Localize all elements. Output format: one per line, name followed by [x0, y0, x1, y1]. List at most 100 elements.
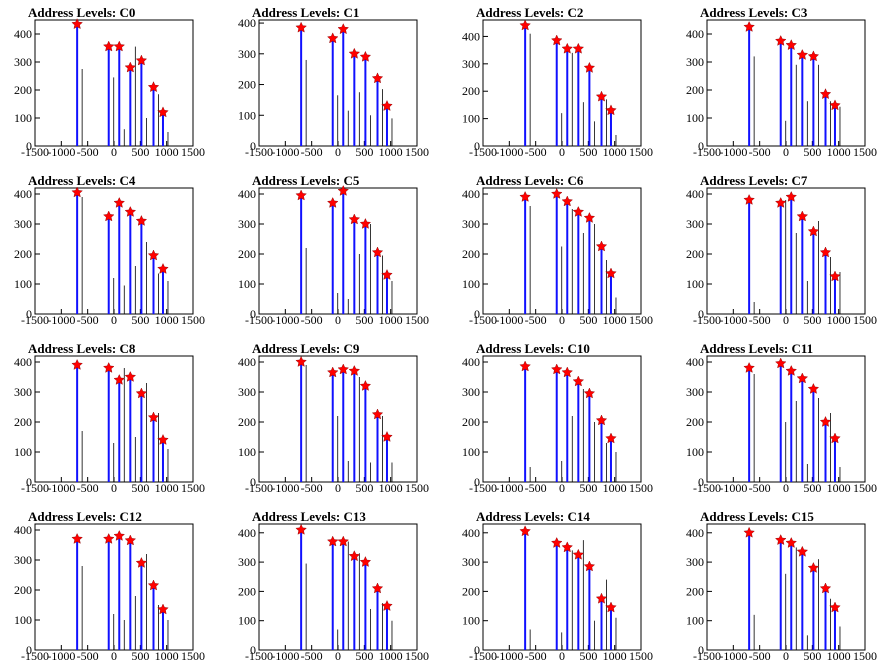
chart-title: Address Levels: C12 — [28, 509, 142, 524]
x-tick-label: 500 — [131, 649, 149, 663]
x-tick-label: 1500 — [181, 313, 205, 327]
peak-marker — [381, 100, 393, 111]
peak-marker — [743, 526, 755, 538]
y-tick-label: 0 — [26, 139, 32, 153]
peak-marker — [337, 23, 349, 35]
y-tick-label: 100 — [238, 445, 256, 459]
x-tick-label: 500 — [579, 481, 597, 495]
peak-marker — [775, 357, 787, 369]
peak-marker — [135, 215, 148, 226]
y-tick-label: 100 — [686, 614, 704, 628]
peak-marker — [785, 191, 797, 202]
y-tick-label: 300 — [238, 217, 256, 231]
peak-marker — [743, 194, 755, 205]
peak-marker — [113, 374, 125, 385]
y-tick-label: 100 — [14, 277, 32, 291]
peak-marker — [807, 225, 820, 237]
x-tick-label: -500 — [525, 481, 547, 495]
plot-frame — [482, 523, 642, 651]
chart-svg: Address Levels: C2 0 100 200 300 400 -1500-100… — [462, 5, 653, 159]
chart-svg: Address Levels: C5 0 100 200 300 400 -1500-100… — [238, 173, 429, 327]
chart-svg: Address Levels: C12 0 100 200 300 400 -1500-10… — [14, 509, 205, 663]
y-tick-label: 200 — [686, 247, 704, 261]
y-tick-label: 100 — [14, 445, 32, 459]
x-tick-label: 500 — [131, 313, 149, 327]
y-tick-label: 100 — [686, 445, 704, 459]
y-tick-label: 400 — [462, 187, 480, 201]
y-tick-label: 200 — [238, 78, 256, 92]
peak-marker — [157, 603, 169, 615]
x-tick-label: -500 — [301, 649, 323, 663]
y-tick-label: 400 — [462, 526, 480, 540]
x-tick-label: 1500 — [629, 313, 653, 327]
x-tick-label: 1500 — [853, 313, 877, 327]
x-tick-label: -1000 — [719, 313, 747, 327]
peak-marker — [157, 434, 169, 445]
x-tick-label: -1000 — [271, 649, 299, 663]
x-tick-label: -1000 — [495, 481, 523, 495]
y-tick-label: 300 — [14, 385, 32, 399]
x-tick-label: 1000 — [827, 145, 851, 159]
peak-marker — [337, 535, 349, 547]
peak-marker — [381, 431, 393, 442]
x-tick-label: 1500 — [853, 481, 877, 495]
y-tick-label: 400 — [686, 187, 704, 201]
chart-svg: Address Levels: C15 0 100 200 300 400 -1500-10… — [686, 509, 877, 663]
peak-marker — [796, 49, 809, 60]
peak-marker — [796, 210, 809, 222]
y-tick-label: 300 — [462, 385, 480, 399]
x-tick-label: 500 — [803, 145, 821, 159]
chart-svg: Address Levels: C3 0 100 200 300 400 -1500-100… — [686, 5, 877, 159]
peak-marker — [551, 363, 563, 375]
peak-marker — [583, 61, 596, 73]
chart-panel: Address Levels: C13 0 100 200 300 400 -1500 -10… — [224, 504, 448, 672]
y-tick-label: 200 — [14, 83, 32, 97]
peak-marker — [124, 534, 137, 546]
x-tick-label: -1000 — [719, 481, 747, 495]
chart-svg: Address Levels: C8 0 100 200 300 400 -1500-100… — [14, 341, 205, 495]
x-tick-label: -500 — [749, 649, 771, 663]
y-tick-label: 400 — [686, 355, 704, 369]
y-tick-label: 300 — [686, 385, 704, 399]
y-tick-label: 100 — [14, 111, 32, 125]
y-tick-label: 0 — [698, 475, 704, 489]
x-tick-label: -1500 — [245, 649, 273, 663]
x-tick-label: 1000 — [827, 313, 851, 327]
peak-marker — [829, 432, 841, 444]
peak-marker — [796, 545, 809, 557]
y-tick-label: 400 — [686, 526, 704, 540]
x-tick-label: -1000 — [47, 145, 75, 159]
x-tick-label: 0 — [335, 481, 341, 495]
peak-marker — [327, 32, 339, 44]
peak-marker — [605, 267, 617, 279]
chart-panel: Address Levels: C1 0 100 200 300 400 -1500 -100… — [224, 0, 448, 168]
x-tick-label: 1000 — [379, 649, 403, 663]
chart-title: Address Levels: C6 — [476, 173, 584, 188]
x-tick-label: 0 — [783, 313, 789, 327]
y-tick-label: 200 — [238, 247, 256, 261]
x-tick-label: 1000 — [155, 649, 179, 663]
chart-title: Address Levels: C1 — [252, 5, 359, 20]
y-tick-label: 0 — [474, 475, 480, 489]
peak-marker — [595, 414, 608, 426]
peak-marker — [135, 557, 148, 568]
x-tick-label: 1000 — [603, 481, 627, 495]
x-tick-label: -500 — [77, 145, 99, 159]
x-tick-label: -500 — [301, 145, 323, 159]
peak-marker — [819, 416, 832, 427]
x-tick-label: -500 — [301, 313, 323, 327]
x-tick-label: 1500 — [629, 145, 653, 159]
peak-marker — [819, 582, 832, 594]
x-tick-label: -1000 — [271, 481, 299, 495]
y-tick-label: 0 — [26, 643, 32, 657]
peak-marker — [135, 387, 148, 399]
peak-marker — [605, 601, 617, 613]
y-tick-label: 200 — [14, 583, 32, 597]
peak-marker — [583, 387, 596, 399]
chart-svg: Address Levels: C9 0 100 200 300 400 -1500-100… — [238, 341, 429, 495]
y-tick-label: 0 — [698, 307, 704, 321]
peak-marker — [829, 601, 841, 613]
peak-marker — [785, 537, 797, 548]
y-tick-label: 400 — [14, 187, 32, 201]
peak-marker — [348, 550, 361, 562]
